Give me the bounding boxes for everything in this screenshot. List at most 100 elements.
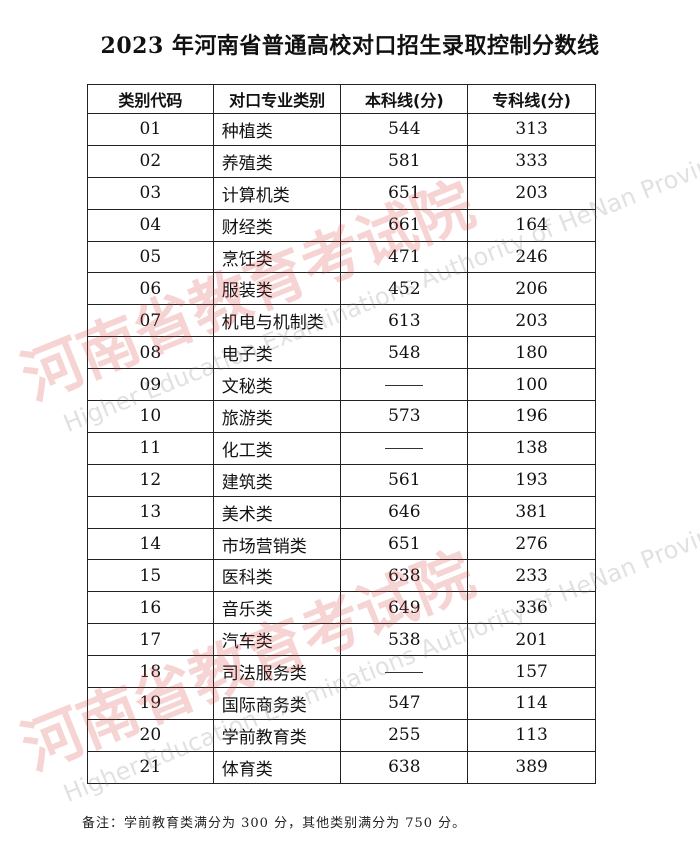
- table-row: 21 体育类 638 389: [87, 750, 596, 784]
- cell-category: 学前教育类: [212, 718, 342, 752]
- cell-category: 美术类: [212, 495, 342, 529]
- cell-junior: 381: [467, 495, 596, 529]
- cell-undergrad: 471: [340, 240, 469, 274]
- cell-code: 15: [87, 559, 214, 593]
- cell-undergrad: 561: [340, 463, 469, 497]
- cell-category: 国际商务类: [212, 687, 342, 720]
- cell-undergrad: 649: [340, 591, 469, 625]
- cell-code: 07: [87, 304, 214, 338]
- cell-category: 旅游类: [212, 400, 342, 433]
- cell-junior: 113: [467, 718, 596, 752]
- cell-code: 14: [87, 527, 214, 561]
- cell-code: 17: [87, 623, 214, 657]
- cell-code: 12: [87, 463, 214, 497]
- header-junior: 专科线(分): [467, 84, 596, 114]
- cell-category: 文秘类: [212, 368, 342, 402]
- cell-undergrad: 544: [340, 113, 469, 146]
- cell-undergrad: 581: [340, 144, 469, 178]
- table-row: 06 服装类 452 206: [87, 272, 596, 306]
- cell-undergrad: 573: [340, 400, 469, 433]
- table-row: 02 养殖类 581 333: [87, 144, 596, 178]
- cell-category: 服装类: [212, 272, 342, 306]
- cell-undergrad: 538: [340, 623, 469, 657]
- table-row: 15 医科类 638 233: [87, 559, 596, 593]
- cell-junior: 276: [467, 527, 596, 561]
- cell-junior: 180: [467, 336, 596, 370]
- no-score-dash: ——: [385, 448, 424, 450]
- table-row: 14 市场营销类 651 276: [87, 527, 596, 561]
- table-row: 07 机电与机制类 613 203: [87, 304, 596, 338]
- cell-category: 体育类: [212, 750, 342, 784]
- table-row: 17 汽车类 538 201: [87, 623, 596, 657]
- cell-code: 21: [87, 750, 214, 784]
- cell-undergrad: ——: [340, 431, 469, 465]
- header-code: 类别代码: [87, 84, 214, 114]
- cell-undergrad: 548: [340, 336, 469, 370]
- cell-junior: 193: [467, 463, 596, 497]
- cell-undergrad: 255: [340, 718, 469, 752]
- cell-category: 电子类: [212, 336, 342, 370]
- cell-undergrad: 638: [340, 750, 469, 784]
- table-row: 12 建筑类 561 193: [87, 463, 596, 497]
- header-category: 对口专业类别: [212, 84, 342, 114]
- cell-junior: 333: [467, 144, 596, 178]
- table-row: 16 音乐类 649 336: [87, 591, 596, 625]
- cell-undergrad: 638: [340, 559, 469, 593]
- cell-undergrad: 547: [340, 687, 469, 720]
- table-row: 13 美术类 646 381: [87, 495, 596, 529]
- cell-code: 08: [87, 336, 214, 370]
- cell-category: 医科类: [212, 559, 342, 593]
- cell-junior: 246: [467, 240, 596, 274]
- header-undergrad: 本科线(分): [340, 84, 469, 114]
- cell-category: 烹饪类: [212, 240, 342, 274]
- cell-junior: 203: [467, 176, 596, 210]
- cell-undergrad: 646: [340, 495, 469, 529]
- cell-category: 养殖类: [212, 144, 342, 178]
- cell-code: 13: [87, 495, 214, 529]
- cell-category: 音乐类: [212, 591, 342, 625]
- cell-code: 18: [87, 655, 214, 689]
- cell-junior: 201: [467, 623, 596, 657]
- cell-junior: 164: [467, 208, 596, 242]
- cell-category: 计算机类: [212, 176, 342, 210]
- cell-junior: 114: [467, 687, 596, 720]
- cell-category: 财经类: [212, 208, 342, 242]
- cell-undergrad: 651: [340, 527, 469, 561]
- table-row: 05 烹饪类 471 246: [87, 240, 596, 274]
- cell-junior: 313: [467, 113, 596, 146]
- cell-code: 02: [87, 144, 214, 178]
- cell-category: 建筑类: [212, 463, 342, 497]
- cell-code: 20: [87, 718, 214, 752]
- cell-junior: 206: [467, 272, 596, 306]
- table-row: 20 学前教育类 255 113: [87, 718, 596, 752]
- cell-code: 19: [87, 687, 214, 720]
- cell-code: 01: [87, 113, 214, 146]
- cell-code: 09: [87, 368, 214, 402]
- cell-code: 06: [87, 272, 214, 306]
- cell-junior: 203: [467, 304, 596, 338]
- table-row: 19 国际商务类 547 114: [87, 687, 596, 720]
- cell-code: 04: [87, 208, 214, 242]
- cell-category: 司法服务类: [212, 655, 342, 689]
- cell-undergrad: 661: [340, 208, 469, 242]
- no-score-dash: ——: [385, 384, 424, 386]
- cell-junior: 196: [467, 400, 596, 433]
- cell-category: 种植类: [212, 113, 342, 146]
- table-row: 10 旅游类 573 196: [87, 400, 596, 433]
- cell-junior: 138: [467, 431, 596, 465]
- cell-code: 16: [87, 591, 214, 625]
- table-header-row: 类别代码 对口专业类别 本科线(分) 专科线(分): [87, 84, 596, 114]
- cell-undergrad: ——: [340, 368, 469, 402]
- table-row: 04 财经类 661 164: [87, 208, 596, 242]
- table-row: 03 计算机类 651 203: [87, 176, 596, 210]
- footnote: 备注：学前教育类满分为 300 分，其他类别满分为 750 分。: [82, 816, 467, 831]
- cell-category: 市场营销类: [212, 527, 342, 561]
- cell-undergrad: 651: [340, 176, 469, 210]
- cell-junior: 389: [467, 750, 596, 784]
- cell-undergrad: 613: [340, 304, 469, 338]
- cell-category: 化工类: [212, 431, 342, 465]
- cell-code: 05: [87, 240, 214, 274]
